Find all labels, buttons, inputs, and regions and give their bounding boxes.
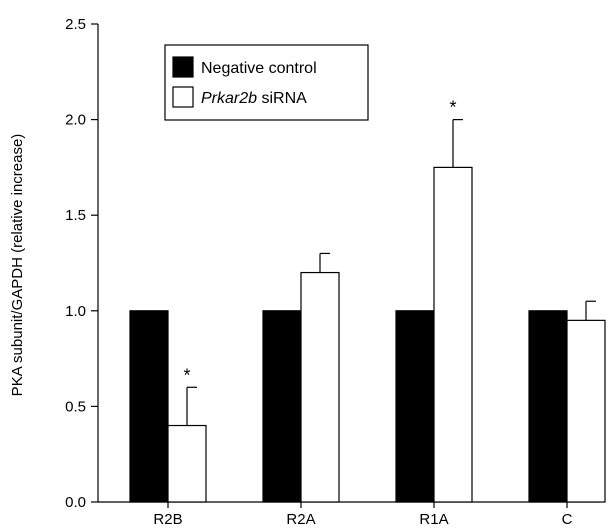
legend-swatch <box>172 86 194 108</box>
y-tick-label: 2.5 <box>65 16 86 33</box>
x-tick-label: R2A <box>286 511 315 528</box>
bar <box>566 319 606 503</box>
significance-marker: * <box>183 365 190 385</box>
x-tick-label: C <box>562 511 573 528</box>
significance-marker: * <box>449 98 456 118</box>
legend-label: Negative control <box>201 60 317 77</box>
bar <box>528 310 568 503</box>
y-tick-label: 1.5 <box>65 207 86 224</box>
bar <box>395 310 435 503</box>
bar <box>433 166 473 503</box>
labels: 0.0 0.5 1.0 1.5 2.0 2.5 R2B * R2A R1A * C <box>65 16 572 528</box>
bars <box>129 118 606 503</box>
y-tick-label: 2.0 <box>65 112 86 129</box>
y-tick-label: 0.0 <box>65 494 86 511</box>
x-tick-label: R1A <box>419 511 448 528</box>
y-tick-label: 0.5 <box>65 398 86 415</box>
y-axis-title: PKA subunit/GAPDH (relative increase) <box>9 134 26 397</box>
bar <box>262 310 302 503</box>
x-tick-label: R2B <box>153 511 182 528</box>
legend-label-italic: Prkar2b <box>201 90 257 107</box>
legend-box <box>164 44 369 121</box>
bar <box>129 310 169 503</box>
legend-label-text: siRNA <box>257 90 307 107</box>
legend-label-text: Negative control <box>201 60 317 77</box>
legend: Negative control Prkar2b siRNA <box>164 44 369 121</box>
legend-swatch <box>172 56 194 78</box>
legend-label: Prkar2b siRNA <box>201 90 307 107</box>
bar <box>167 424 207 503</box>
bar <box>300 271 340 503</box>
y-tick-label: 1.0 <box>65 303 86 320</box>
